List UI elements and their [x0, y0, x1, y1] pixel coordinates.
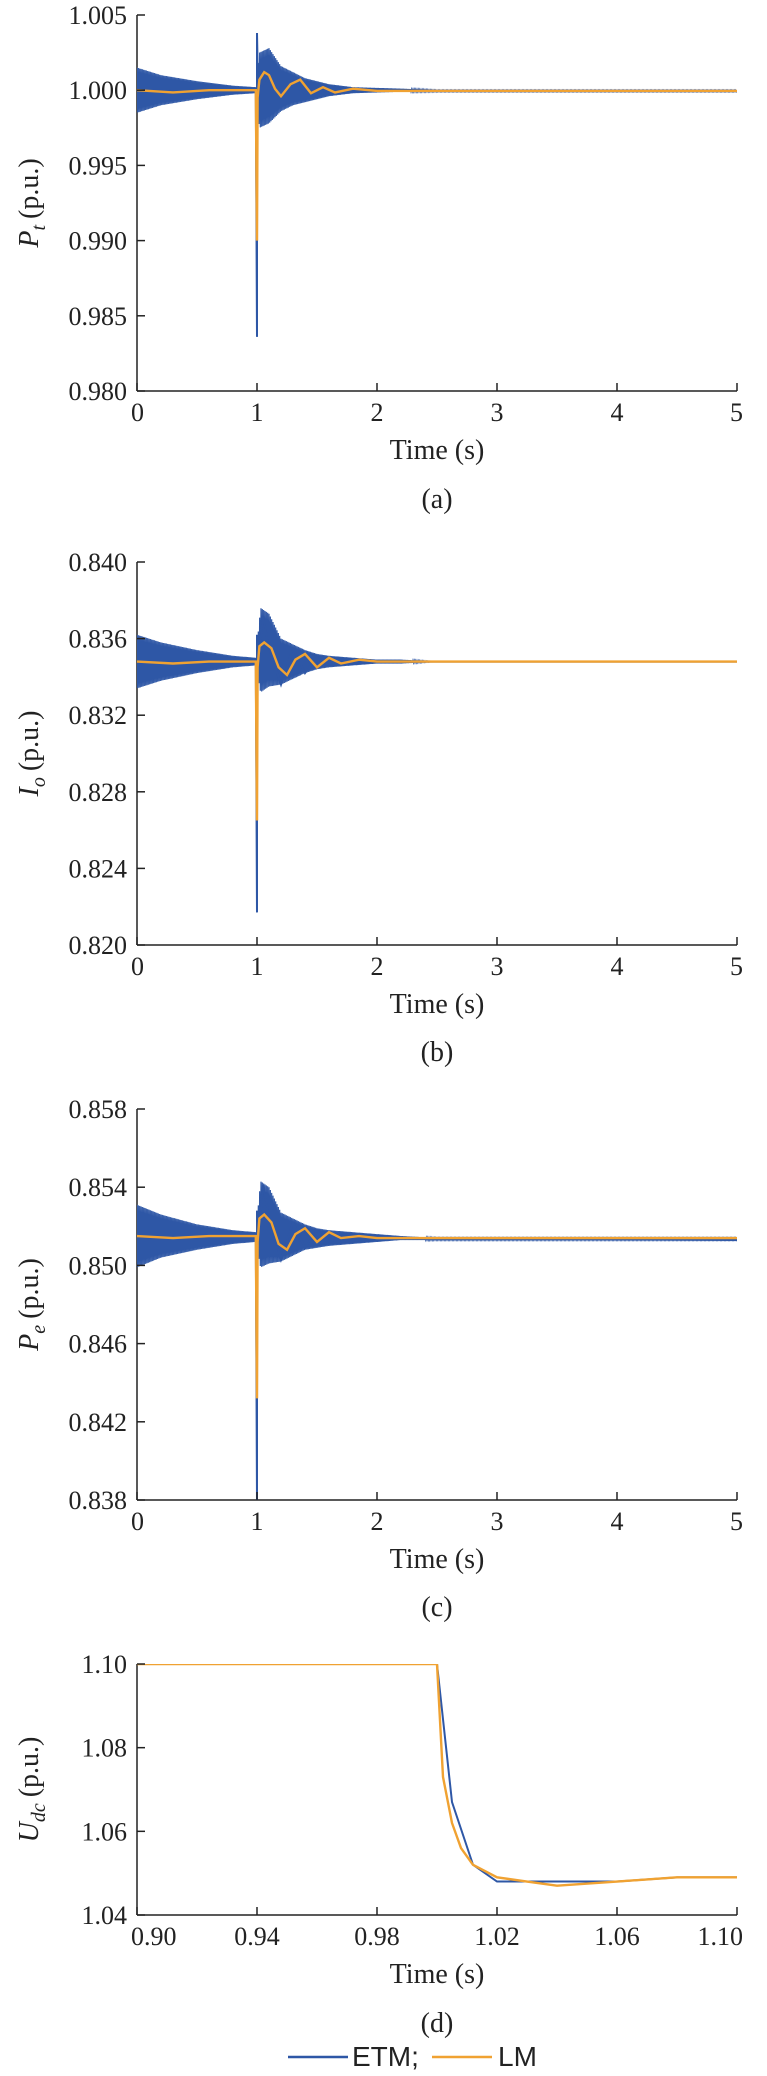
x-tick-label: 0.94 [234, 1922, 280, 1951]
x-tick-label: 0.90 [131, 1922, 177, 1951]
y-tick-label: 0.854 [69, 1173, 128, 1202]
y-tick-label: 1.08 [82, 1734, 128, 1763]
y-axis-label: Pt (p.u.) [14, 158, 50, 248]
x-tick-label: 5 [730, 1507, 743, 1536]
y-axis-unit: (p.u.) [14, 711, 45, 772]
series-etm-line [137, 1664, 737, 1883]
y-axis-subscript: e [28, 1325, 50, 1334]
series-lm-line [137, 1664, 737, 1887]
legend-label-etm: ETM; [352, 2041, 419, 2072]
plot-area [137, 33, 737, 337]
x-tick-label: 4 [611, 398, 624, 427]
y-axis-subscript: dc [28, 1803, 50, 1822]
series-etm-line [137, 33, 737, 337]
y-tick-label: 1.005 [69, 1, 128, 30]
x-tick-label: 3 [491, 398, 504, 427]
x-tick-label: 1 [251, 398, 264, 427]
y-tick-label: 0.828 [69, 778, 128, 807]
panel-d: 0.90 0.94 0.98 1.02 1.06 1.10 1.04 1.06 1.08 1.10… [14, 1650, 743, 2039]
panel-caption: (d) [421, 2008, 454, 2039]
y-tick-label: 1.000 [69, 76, 128, 105]
panel-b: 0 1 2 3 4 5 0.820 0.824 0.828 0.832 0.836 0.840 Time… [14, 548, 743, 1068]
x-tick-label: 0 [131, 398, 144, 427]
y-axis-symbol: P [14, 1334, 45, 1352]
series-lm-line [137, 70, 737, 241]
x-axis-label: Time (s) [390, 1959, 485, 1990]
x-tick-label: 0.98 [354, 1922, 400, 1951]
x-tick-label: 2 [371, 398, 384, 427]
y-axis-subscript: t [28, 225, 50, 231]
y-axis-label: Udc (p.u.) [14, 1737, 50, 1843]
y-tick-label: 0.832 [69, 701, 128, 730]
x-tick-label: 5 [730, 952, 743, 981]
y-tick-label: 0.985 [69, 302, 128, 331]
y-tick-label: 0.980 [69, 377, 128, 406]
series-lm-line [137, 640, 737, 821]
y-tick-label: 0.858 [69, 1095, 128, 1124]
y-axis-symbol: P [14, 231, 45, 249]
plot-area [137, 1181, 737, 1500]
y-axis-label: Pe (p.u.) [14, 1258, 50, 1352]
x-tick-label: 3 [491, 952, 504, 981]
y-tick-label: 1.10 [82, 1650, 128, 1679]
y-axis-symbol: I [14, 785, 45, 797]
series-etm-oscillation [137, 48, 737, 128]
plot-area [137, 1664, 737, 1887]
x-tick-label: 0 [131, 952, 144, 981]
y-axis-unit: (p.u.) [14, 1258, 45, 1319]
y-tick-label: 1.04 [82, 1901, 128, 1930]
y-tick-label: 0.846 [69, 1330, 128, 1359]
series-lm-line [137, 1212, 737, 1399]
x-tick-label: 4 [611, 952, 624, 981]
x-tick-label: 3 [491, 1507, 504, 1536]
series-etm-oscillation [137, 1181, 737, 1268]
y-tick-label: 0.850 [69, 1251, 128, 1280]
x-axis-label: Time (s) [390, 989, 485, 1020]
y-tick-label: 1.06 [82, 1817, 128, 1846]
y-axis-unit: (p.u.) [14, 1737, 45, 1798]
x-tick-label: 2 [371, 952, 384, 981]
x-tick-label: 1 [251, 1507, 264, 1536]
y-axis-subscript: o [28, 777, 50, 787]
panel-c: 0 1 2 3 4 5 0.838 0.842 0.846 0.850 0.854 0.858 Time… [14, 1095, 743, 1623]
y-tick-label: 0.836 [69, 625, 128, 654]
y-tick-label: 0.990 [69, 227, 128, 256]
panel-caption: (a) [421, 484, 452, 515]
y-axis-unit: (p.u.) [14, 158, 45, 219]
y-axis-symbol: U [14, 1820, 45, 1842]
y-tick-label: 0.824 [69, 854, 128, 883]
panel-caption: (b) [421, 1037, 454, 1068]
y-tick-label: 0.842 [69, 1408, 128, 1437]
series-etm-oscillation [137, 608, 737, 692]
y-tick-label: 0.995 [69, 151, 128, 180]
legend-label-lm: LM [498, 2041, 537, 2072]
plot-area [137, 608, 737, 913]
y-tick-label: 0.840 [69, 548, 128, 577]
y-axis-label: Io (p.u.) [14, 711, 50, 798]
x-tick-label: 1.10 [698, 1922, 744, 1951]
legend: ETM; LM [288, 2041, 537, 2072]
x-tick-label: 1 [251, 952, 264, 981]
y-tick-label: 0.838 [69, 1486, 128, 1515]
x-axis-label: Time (s) [390, 1544, 485, 1575]
panel-a: 0 1 2 3 4 5 0.980 0.985 0.990 0.995 1.000 1.005 Time… [14, 1, 743, 515]
y-tick-label: 0.820 [69, 931, 128, 960]
x-tick-label: 2 [371, 1507, 384, 1536]
x-axis-label: Time (s) [390, 435, 485, 466]
x-tick-label: 1.06 [594, 1922, 640, 1951]
panel-caption: (c) [421, 1592, 452, 1623]
x-tick-label: 0 [131, 1507, 144, 1536]
x-tick-label: 5 [730, 398, 743, 427]
x-tick-label: 1.02 [474, 1922, 520, 1951]
x-tick-label: 4 [611, 1507, 624, 1536]
